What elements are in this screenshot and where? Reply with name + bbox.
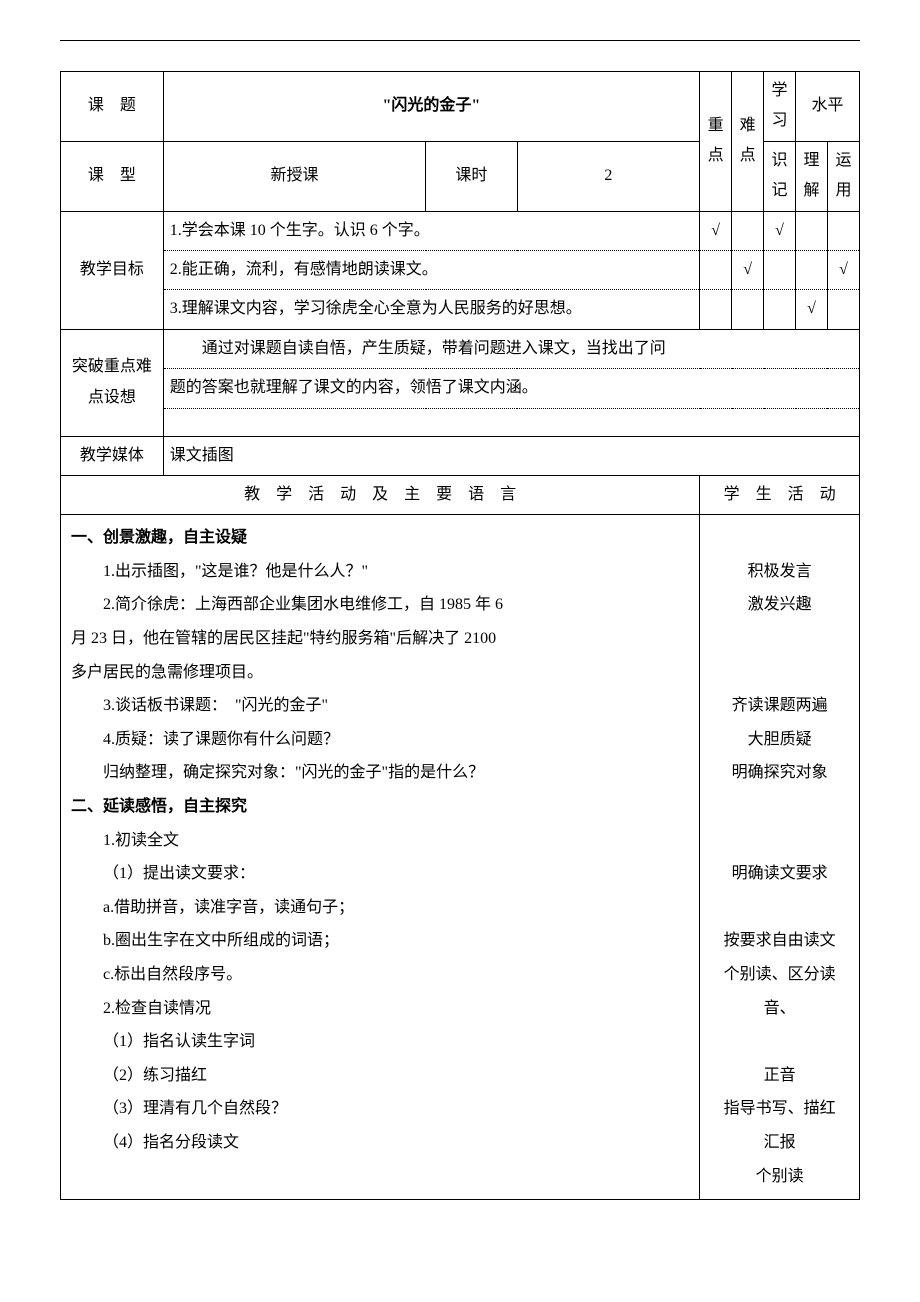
student-line: 个别读 [710, 1160, 849, 1194]
goal-yy: √ [827, 250, 859, 289]
keti-label: 课 题 [61, 72, 164, 142]
student-line: 按要求自由读文 [710, 924, 849, 958]
student-line: 明确探究对象 [710, 756, 849, 790]
goal-row-2: 2.能正确，流利，有感情地朗读课文。 √ √ [61, 250, 860, 289]
student-line [710, 521, 849, 555]
goal-lj [796, 250, 828, 289]
xuexi-header: 学习 [764, 72, 796, 142]
goal-nd [732, 211, 764, 250]
keshi-value: 2 [517, 141, 700, 211]
goal-yy [827, 211, 859, 250]
goal-sj [764, 290, 796, 329]
goal-text: 2.能正确，流利，有感情地朗读课文。 [163, 250, 699, 289]
zhongdian-header: 重点 [700, 72, 732, 212]
goal-row-3: 3.理解课文内容，学习徐虎全心全意为人民服务的好思想。 √ [61, 290, 860, 329]
teach-line: 归纳整理，确定探究对象："闪光的金子"指的是什么？ [71, 756, 689, 790]
student-line: 大胆质疑 [710, 723, 849, 757]
teach-line: 1.出示插图，"这是谁？他是什么人？" [71, 555, 689, 589]
goal-sj: √ [764, 211, 796, 250]
body-row: 一、创景激趣，自主设疑1.出示插图，"这是谁？他是什么人？"2.简介徐虎：上海西… [61, 515, 860, 1200]
kexing-value: 新授课 [163, 141, 426, 211]
nandian-header: 难点 [732, 72, 764, 212]
teach-line: （2）练习描红 [71, 1059, 689, 1093]
media-row: 教学媒体 课文插图 [61, 436, 860, 475]
breakthrough-empty [163, 408, 859, 436]
teach-line: b.圈出生字在文中所组成的词语； [71, 924, 689, 958]
yunyong-header: 运用 [827, 141, 859, 211]
goals-label: 教学目标 [61, 211, 164, 329]
teach-line: 2.简介徐虎：上海西部企业集团水电维修工，自 1985 年 6 [71, 588, 689, 622]
breakthrough-row-3 [61, 408, 860, 436]
teach-line: （4）指名分段读文 [71, 1126, 689, 1160]
teach-line: 3.谈话板书课题： "闪光的金子" [71, 689, 689, 723]
goal-lj [796, 211, 828, 250]
teach-line: 月 23 日，他在管辖的居民区挂起"特约服务箱"后解决了 2100 [71, 622, 689, 656]
media-label: 教学媒体 [61, 436, 164, 475]
breakthrough-label: 突破重点难点设想 [61, 329, 164, 436]
goal-yy [827, 290, 859, 329]
student-line: 汇报 [710, 1126, 849, 1160]
lesson-plan-table: 课 题 "闪光的金子" 重点 难点 学习 水平 课 型 新授课 课时 2 识记 … [60, 71, 860, 1200]
teach-line: a.借助拼音，读准字音，读通句子； [71, 891, 689, 925]
teach-line: （1）提出读文要求： [71, 857, 689, 891]
teach-line: （3）理清有几个自然段？ [71, 1092, 689, 1126]
teach-header: 教 学 活 动 及 主 要 语 言 [61, 475, 700, 514]
goal-lj: √ [796, 290, 828, 329]
teach-line: （1）指名认读生字词 [71, 1025, 689, 1059]
teach-line: 二、延读感悟，自主探究 [71, 790, 689, 824]
goal-nd: √ [732, 250, 764, 289]
media-value: 课文插图 [163, 436, 859, 475]
student-line: 指导书写、描红 [710, 1092, 849, 1126]
lesson-title: "闪光的金子" [163, 72, 699, 142]
teach-line: 4.质疑：读了课题你有什么问题？ [71, 723, 689, 757]
breakthrough-row-2: 题的答案也就理解了课文的内容，领悟了课文内涵。 [61, 369, 860, 408]
goal-text: 1.学会本课 10 个生字。认识 6 个字。 [163, 211, 699, 250]
goal-sj [764, 250, 796, 289]
student-line: 齐读课题两遍 [710, 689, 849, 723]
teach-line: 2.检查自读情况 [71, 992, 689, 1026]
student-line: 激发兴趣 [710, 588, 849, 622]
goal-zd [700, 290, 732, 329]
teach-line: c.标出自然段序号。 [71, 958, 689, 992]
teach-line: 1.初读全文 [71, 824, 689, 858]
student-line: 正音 [710, 1059, 849, 1093]
teach-line: 多户居民的急需修理项目。 [71, 656, 689, 690]
student-line [710, 622, 849, 656]
student-line [710, 656, 849, 690]
student-line [710, 891, 849, 925]
student-line [710, 790, 849, 824]
body-header-row: 教 学 活 动 及 主 要 语 言 学 生 活 动 [61, 475, 860, 514]
student-line: 积极发言 [710, 555, 849, 589]
breakthrough-line2: 题的答案也就理解了课文的内容，领悟了课文内涵。 [163, 369, 859, 408]
top-rule [60, 40, 860, 41]
shiji-header: 识记 [764, 141, 796, 211]
student-line [710, 824, 849, 858]
teach-activities: 一、创景激趣，自主设疑1.出示插图，"这是谁？他是什么人？"2.简介徐虎：上海西… [61, 515, 700, 1200]
student-activities: 积极发言激发兴趣 齐读课题两遍大胆质疑明确探究对象 明确读文要求 按要求自由读文… [700, 515, 860, 1200]
goal-zd: √ [700, 211, 732, 250]
keshi-label: 课时 [426, 141, 517, 211]
student-header: 学 生 活 动 [700, 475, 860, 514]
breakthrough-row: 突破重点难点设想 通过对课题自读自悟，产生质疑，带着问题进入课文，当找出了问 [61, 329, 860, 368]
kexing-label: 课 型 [61, 141, 164, 211]
shuiping-header: 水平 [796, 72, 860, 142]
goal-text: 3.理解课文内容，学习徐虎全心全意为人民服务的好思想。 [163, 290, 699, 329]
student-line [710, 1025, 849, 1059]
goal-nd [732, 290, 764, 329]
header-row-1: 课 题 "闪光的金子" 重点 难点 学习 水平 [61, 72, 860, 142]
teach-line: 一、创景激趣，自主设疑 [71, 521, 689, 555]
goal-row-1: 教学目标 1.学会本课 10 个生字。认识 6 个字。 √ √ [61, 211, 860, 250]
student-line: 明确读文要求 [710, 857, 849, 891]
goal-zd [700, 250, 732, 289]
student-line: 个别读、区分读音、 [710, 958, 849, 1025]
lijie-header: 理解 [796, 141, 828, 211]
breakthrough-line1: 通过对课题自读自悟，产生质疑，带着问题进入课文，当找出了问 [163, 329, 859, 368]
